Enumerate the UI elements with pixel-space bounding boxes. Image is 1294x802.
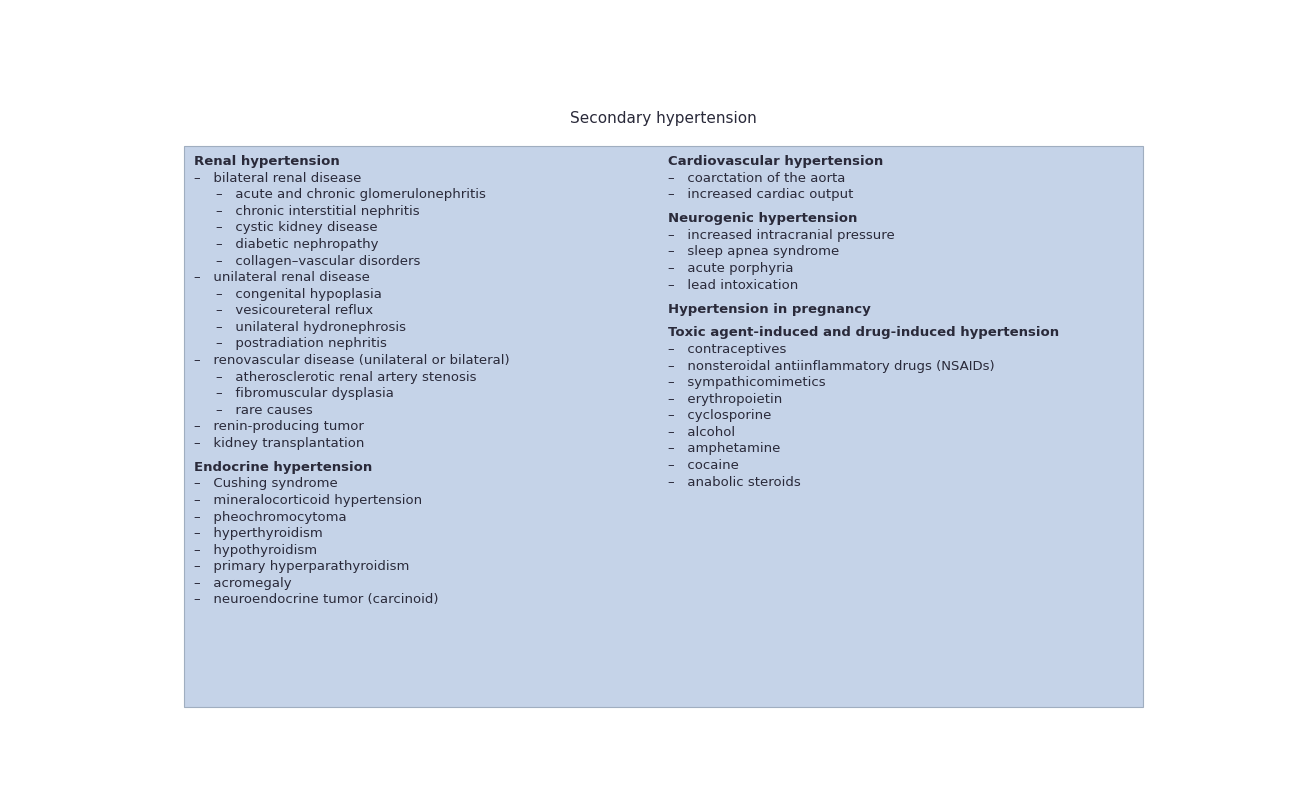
- Text: –   increased intracranial pressure: – increased intracranial pressure: [668, 229, 895, 241]
- Text: –   acromegaly: – acromegaly: [194, 576, 291, 589]
- Text: –   increased cardiac output: – increased cardiac output: [668, 188, 854, 201]
- Text: –   vesicoureteral reflux: – vesicoureteral reflux: [216, 304, 373, 317]
- Text: –   neuroendocrine tumor (carcinoid): – neuroendocrine tumor (carcinoid): [194, 593, 439, 606]
- Text: –   postradiation nephritis: – postradiation nephritis: [216, 337, 387, 350]
- Text: –   coarctation of the aorta: – coarctation of the aorta: [668, 172, 845, 184]
- Text: –   alcohol: – alcohol: [668, 425, 735, 439]
- Text: –   mineralocorticoid hypertension: – mineralocorticoid hypertension: [194, 493, 422, 506]
- Text: –   fibromuscular dysplasia: – fibromuscular dysplasia: [216, 387, 393, 399]
- Text: –   cyclosporine: – cyclosporine: [668, 409, 771, 422]
- Text: –   unilateral hydronephrosis: – unilateral hydronephrosis: [216, 321, 406, 334]
- Text: –   lead intoxication: – lead intoxication: [668, 278, 798, 291]
- Text: –   acute and chronic glomerulonephritis: – acute and chronic glomerulonephritis: [216, 188, 485, 201]
- Text: –   diabetic nephropathy: – diabetic nephropathy: [216, 237, 378, 251]
- Text: –   collagen–vascular disorders: – collagen–vascular disorders: [216, 254, 421, 267]
- Text: –   sleep apnea syndrome: – sleep apnea syndrome: [668, 245, 840, 258]
- FancyBboxPatch shape: [184, 147, 1143, 707]
- Text: –   erythropoietin: – erythropoietin: [668, 392, 783, 405]
- Text: –   atherosclerotic renal artery stenosis: – atherosclerotic renal artery stenosis: [216, 370, 476, 383]
- Text: Renal hypertension: Renal hypertension: [194, 155, 339, 168]
- Text: –   nonsteroidal antiinflammatory drugs (NSAIDs): – nonsteroidal antiinflammatory drugs (N…: [668, 359, 995, 372]
- Text: –   hypothyroidism: – hypothyroidism: [194, 543, 317, 556]
- Text: –   anabolic steroids: – anabolic steroids: [668, 475, 801, 488]
- Text: –   contraceptives: – contraceptives: [668, 342, 787, 355]
- Text: Toxic agent-induced and drug-induced hypertension: Toxic agent-induced and drug-induced hyp…: [668, 326, 1060, 339]
- Text: –   sympathicomimetics: – sympathicomimetics: [668, 376, 826, 389]
- Text: –   rare causes: – rare causes: [216, 403, 313, 416]
- Text: –   bilateral renal disease: – bilateral renal disease: [194, 172, 361, 184]
- Text: –   amphetamine: – amphetamine: [668, 442, 780, 455]
- Text: –   cocaine: – cocaine: [668, 459, 739, 472]
- Text: –   acute porphyria: – acute porphyria: [668, 261, 793, 274]
- Text: –   hyperthyroidism: – hyperthyroidism: [194, 526, 322, 540]
- Text: –   renin-producing tumor: – renin-producing tumor: [194, 419, 364, 433]
- Text: –   chronic interstitial nephritis: – chronic interstitial nephritis: [216, 205, 419, 217]
- Text: Cardiovascular hypertension: Cardiovascular hypertension: [668, 155, 884, 168]
- Text: –   Cushing syndrome: – Cushing syndrome: [194, 476, 338, 490]
- Text: Neurogenic hypertension: Neurogenic hypertension: [668, 212, 858, 225]
- Text: –   congenital hypoplasia: – congenital hypoplasia: [216, 287, 382, 300]
- Text: –   unilateral renal disease: – unilateral renal disease: [194, 271, 370, 284]
- Text: Endocrine hypertension: Endocrine hypertension: [194, 460, 373, 473]
- Text: Hypertension in pregnancy: Hypertension in pregnancy: [668, 302, 871, 315]
- Text: –   pheochromocytoma: – pheochromocytoma: [194, 510, 347, 523]
- Text: –   primary hyperparathyroidism: – primary hyperparathyroidism: [194, 560, 409, 573]
- Text: –   cystic kidney disease: – cystic kidney disease: [216, 221, 378, 234]
- Text: –   renovascular disease (unilateral or bilateral): – renovascular disease (unilateral or bi…: [194, 354, 510, 367]
- Text: Secondary hypertension: Secondary hypertension: [569, 111, 757, 125]
- Text: –   kidney transplantation: – kidney transplantation: [194, 436, 364, 449]
